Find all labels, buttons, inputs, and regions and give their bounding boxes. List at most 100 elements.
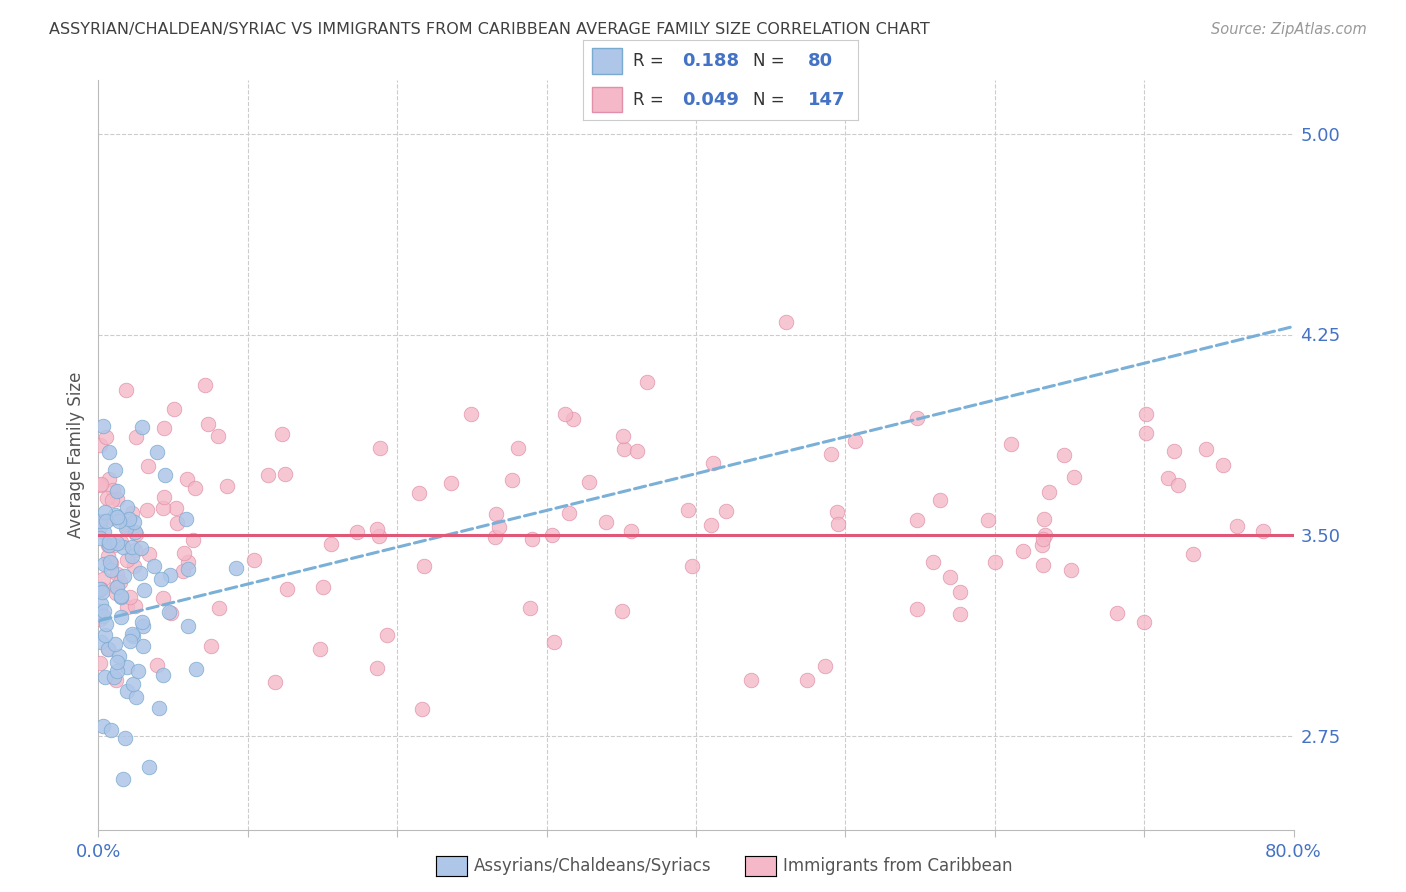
Point: [115, 599, 138, 614]
Point: [127, 665, 149, 679]
Point: [1032, 558, 1054, 572]
Text: 0.049: 0.049: [682, 91, 740, 109]
Point: [311, 580, 333, 594]
Point: [153, 467, 176, 482]
Point: [153, 490, 176, 504]
Point: [309, 642, 332, 657]
Point: [89, 604, 111, 618]
Bar: [592, 87, 621, 112]
Point: [115, 683, 138, 698]
Point: [89, 612, 111, 626]
Point: [98, 445, 121, 459]
Point: [90, 634, 112, 648]
Point: [160, 606, 183, 620]
Point: [172, 564, 194, 578]
Point: [929, 493, 952, 508]
Point: [152, 591, 174, 605]
Point: [132, 639, 155, 653]
Point: [107, 648, 129, 663]
Point: [411, 702, 433, 716]
Point: [153, 421, 176, 435]
Point: [97, 538, 120, 552]
Point: [146, 445, 169, 459]
Point: [115, 520, 138, 534]
Point: [1107, 606, 1129, 620]
Point: [460, 407, 482, 421]
Point: [93, 670, 115, 684]
Point: [111, 772, 134, 787]
Point: [613, 442, 636, 457]
Point: [108, 574, 131, 589]
Point: [1163, 444, 1185, 458]
Point: [89, 437, 111, 451]
Point: [94, 505, 117, 519]
Text: 147: 147: [808, 91, 846, 109]
Point: [543, 634, 565, 648]
Text: Source: ZipAtlas.com: Source: ZipAtlas.com: [1211, 22, 1367, 37]
Point: [181, 533, 204, 547]
Point: [702, 456, 724, 470]
Point: [814, 658, 837, 673]
Point: [101, 492, 124, 507]
Point: [740, 673, 762, 687]
Point: [132, 619, 155, 633]
Point: [194, 378, 217, 392]
Text: N =: N =: [754, 52, 790, 70]
Point: [96, 491, 118, 505]
Point: [1031, 538, 1053, 552]
Point: [825, 505, 848, 519]
Point: [540, 527, 562, 541]
Point: [1135, 407, 1157, 421]
Point: [1032, 512, 1054, 526]
Point: [827, 516, 849, 531]
Point: [1157, 471, 1180, 485]
Point: [115, 660, 138, 674]
Point: [124, 690, 146, 705]
Point: [115, 520, 138, 534]
Point: [225, 561, 247, 575]
Point: [949, 607, 972, 621]
Point: [105, 509, 128, 524]
Point: [89, 531, 111, 545]
Point: [368, 529, 391, 543]
Text: Assyrians/Chaldeans/Syriacs: Assyrians/Chaldeans/Syriacs: [474, 857, 711, 875]
Point: [111, 541, 134, 555]
Point: [506, 442, 529, 456]
Point: [103, 511, 125, 525]
Text: R =: R =: [633, 91, 669, 109]
Point: [184, 481, 207, 495]
Point: [1000, 437, 1022, 451]
Point: [152, 500, 174, 515]
Point: [120, 590, 142, 604]
Point: [118, 512, 141, 526]
Point: [100, 723, 122, 738]
Point: [105, 535, 128, 549]
Point: [165, 500, 187, 515]
Point: [276, 582, 298, 597]
Point: [949, 585, 972, 599]
Point: [93, 719, 115, 733]
Point: [89, 514, 111, 528]
Point: [159, 568, 181, 582]
Point: [1135, 425, 1157, 440]
Point: [91, 572, 114, 586]
Point: [91, 609, 114, 624]
Point: [612, 428, 634, 442]
Point: [595, 516, 617, 530]
Point: [1012, 544, 1035, 558]
Point: [1194, 442, 1216, 456]
Point: [1038, 485, 1060, 500]
Point: [125, 527, 148, 541]
Point: [110, 535, 132, 549]
Point: [820, 447, 842, 461]
Point: [177, 562, 200, 576]
Point: [174, 511, 197, 525]
Point: [366, 522, 388, 536]
Point: [775, 315, 797, 329]
Point: [105, 656, 128, 670]
Point: [166, 516, 188, 530]
Y-axis label: Average Family Size: Average Family Size: [66, 372, 84, 538]
Point: [522, 533, 544, 547]
Point: [124, 542, 146, 557]
Point: [112, 569, 135, 583]
